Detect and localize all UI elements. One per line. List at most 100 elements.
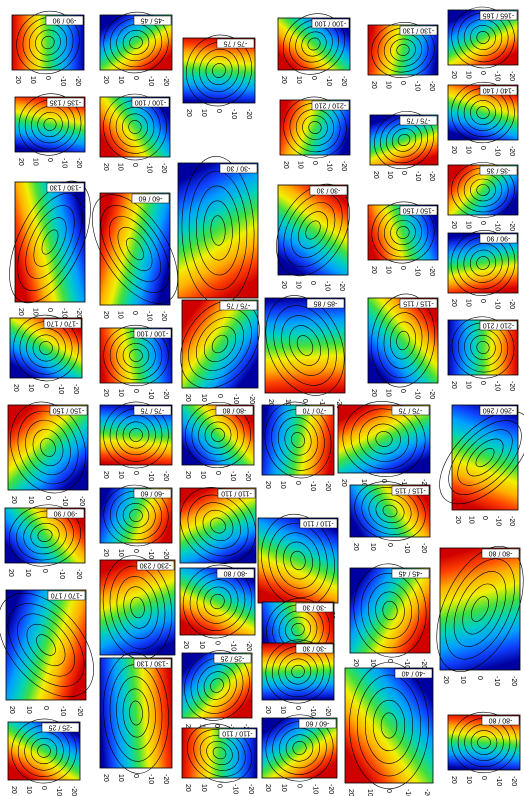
contour: [462, 583, 498, 635]
axis-tick-label: -10: [57, 384, 64, 394]
contour: [305, 220, 321, 240]
axis-tick-label: 20: [282, 161, 289, 169]
axis-tick-label: 20: [450, 146, 457, 154]
contour: [103, 401, 169, 469]
axis-tick-label: 10: [280, 784, 287, 792]
panel-label: -130 / 130: [137, 660, 169, 667]
contour: [195, 502, 241, 549]
contour: [477, 736, 491, 749]
contour: [451, 711, 517, 774]
velocity-map: [344, 667, 434, 784]
axis-tick-label: -20: [340, 161, 347, 171]
axis-tick-label: -10: [414, 171, 421, 181]
contour: [272, 721, 327, 775]
axis-tick-label: 20: [102, 471, 109, 479]
contour: [122, 343, 150, 368]
contour: [264, 401, 332, 479]
label-box: [133, 488, 172, 499]
axis-tick-label: 0: [44, 76, 51, 80]
axis-tick-label: 10: [32, 308, 39, 316]
contour: [31, 105, 69, 144]
axis-tick-label: -20: [508, 299, 515, 309]
contour: [39, 341, 53, 355]
axis-tick-label: -10: [147, 389, 154, 399]
contour: [30, 522, 60, 549]
contour: [30, 737, 58, 765]
axis-tick-label: -20: [428, 389, 435, 399]
axis-tick-label: 0: [399, 81, 406, 85]
panel: -130 / 130 20 10 0 -10 -20: [99, 652, 173, 784]
axis-tick-label: 20: [280, 76, 287, 84]
axis-tick-label: 20: [450, 221, 457, 229]
axis-tick-label: -20: [340, 76, 347, 86]
label-box: [399, 298, 438, 309]
contour: [383, 213, 423, 252]
contour: [37, 744, 51, 758]
contour: [9, 180, 91, 304]
axis-tick-label: 20: [454, 516, 461, 524]
contour: [212, 63, 226, 78]
axis-tick-label: 0: [132, 774, 139, 778]
panel: -100 / 100 20 10 0 -10 -20: [99, 93, 171, 173]
contour: [91, 194, 179, 304]
axis-tick-label: 0: [400, 171, 407, 175]
contour: [471, 596, 489, 622]
axis-tick-label: -20: [428, 266, 435, 276]
panel: -165 / 165 20 10 0 -10 -20: [447, 6, 519, 81]
axis-tick-label: -20: [160, 163, 167, 173]
panel: -70 / 70 20 10 0 -10 -20: [261, 401, 335, 491]
contour: [448, 420, 522, 495]
panel: -75 / 75 20 10 0 -10 -20: [337, 401, 431, 489]
contour: [476, 184, 490, 196]
velocity-map: [451, 404, 519, 511]
axis-tick-label: 0: [385, 789, 392, 793]
axis-tick-label: 10: [117, 76, 124, 84]
axis-tick-label: 20: [12, 384, 19, 392]
contour: [470, 100, 496, 125]
velocity-map: [257, 517, 339, 604]
axis-tick-label: 20: [184, 471, 191, 479]
panel: -35 / 35 20 10 0 -10 -20: [447, 162, 519, 231]
contour: [298, 211, 328, 249]
axis-tick-label: 0: [386, 659, 393, 663]
contour: [10, 401, 86, 494]
contour: [182, 564, 253, 639]
axis-tick-label: -10: [400, 479, 407, 489]
axis-tick-label: 0: [42, 384, 49, 388]
axis-tick-label: 10: [27, 496, 34, 504]
contour: [370, 293, 436, 388]
panel: -130 / 130 20 10 0 -10 -20: [367, 22, 439, 91]
contour: [476, 106, 490, 119]
contour: [476, 31, 490, 44]
panel: -260 / 260 20 10 0 -10 -20: [439, 404, 524, 526]
axis-tick-label: -10: [59, 76, 66, 86]
panel-label: -60 / 60: [306, 720, 330, 727]
contour: [357, 674, 421, 777]
axis-tick-label: 20: [264, 481, 271, 489]
axis-tick-label: -10: [231, 784, 238, 794]
label-box: [43, 318, 82, 329]
panel-label: -230 / 230: [140, 562, 172, 569]
contour: [291, 622, 305, 637]
axis-tick-label: -20: [244, 471, 251, 481]
label-box: [479, 320, 518, 331]
axis-tick-label: 0: [309, 281, 316, 285]
velocity-map: [277, 184, 349, 276]
label-box: [219, 300, 258, 311]
axis-tick-label: 0: [214, 641, 221, 645]
axis-tick-label: -10: [404, 789, 411, 796]
axis-tick-label: -10: [494, 71, 501, 81]
contour: [196, 185, 240, 276]
label-box: [216, 38, 255, 49]
panel-label: -150 / 150: [53, 407, 85, 414]
axis-tick-label: 0: [132, 76, 139, 80]
axis-tick-label: -10: [58, 569, 65, 579]
label-box: [399, 25, 438, 36]
contour: [466, 438, 504, 477]
axis-tick-label: 10: [29, 76, 36, 84]
axis-tick-label: -10: [147, 76, 154, 86]
contour: [265, 295, 345, 396]
label-box: [131, 97, 170, 108]
label-box: [295, 602, 334, 613]
